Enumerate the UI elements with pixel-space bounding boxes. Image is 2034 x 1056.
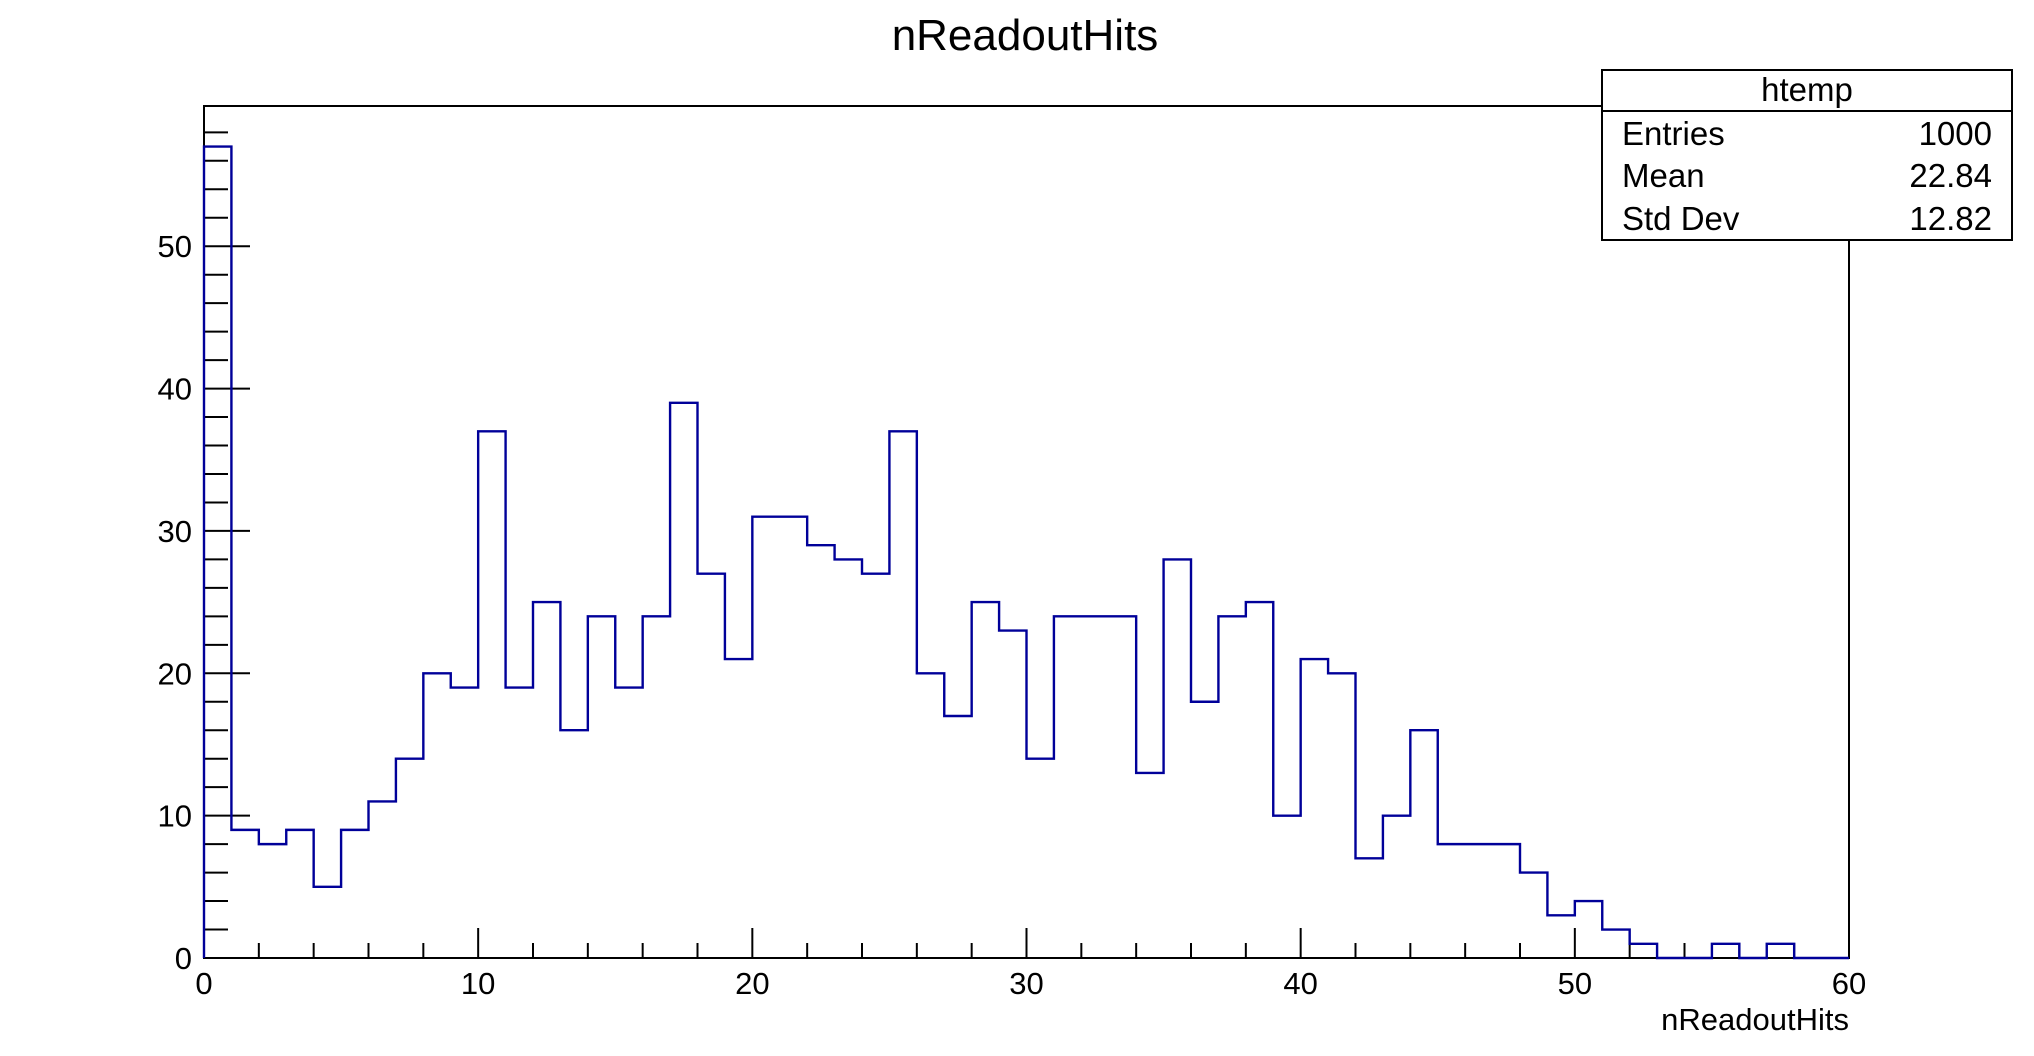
histogram-bin — [917, 673, 944, 958]
x-tick-label: 50 — [1558, 966, 1592, 1001]
histogram-bin — [560, 730, 587, 958]
histogram-bin — [1438, 844, 1465, 958]
stats-stddev-label: Std Dev — [1622, 200, 1740, 237]
histogram-bin — [670, 403, 697, 958]
x-tick-label: 60 — [1832, 966, 1866, 1001]
x-tick-label: 40 — [1283, 966, 1317, 1001]
histogram-bin — [231, 830, 258, 958]
stats-box-name: htemp — [1761, 71, 1853, 108]
x-axis-title: nReadoutHits — [1661, 1002, 1849, 1037]
histogram-bin — [1109, 616, 1136, 958]
histogram-bin — [862, 574, 889, 958]
histogram-bin — [999, 631, 1026, 958]
histogram-bin — [533, 602, 560, 958]
histogram-bin — [451, 688, 478, 958]
stats-box-frame — [1601, 69, 2013, 241]
histogram-bin — [588, 616, 615, 958]
histogram-bin — [1328, 673, 1355, 958]
histogram-bin — [478, 431, 505, 958]
y-tick-label: 40 — [158, 372, 192, 407]
histogram-bin — [698, 574, 725, 958]
x-tick-label: 30 — [1009, 966, 1043, 1001]
histogram-bin — [1191, 702, 1218, 958]
histogram-bin — [1465, 844, 1492, 958]
stats-mean-value: 22.84 — [1909, 157, 1992, 194]
histogram-bin — [204, 147, 231, 958]
histogram-bin — [1027, 759, 1054, 958]
y-tick-label: 0 — [175, 941, 192, 976]
histogram-bin — [889, 431, 916, 958]
histogram-bin — [423, 673, 450, 958]
stats-entries-value: 1000 — [1919, 115, 1992, 152]
histogram-bin — [1356, 858, 1383, 958]
y-axis: 0 10 20 30 40 50 — [158, 131, 250, 976]
histogram-bin — [286, 830, 313, 958]
histogram-bin — [615, 688, 642, 958]
histogram-bin — [835, 559, 862, 958]
x-axis: 0 10 20 30 40 50 60 — [195, 928, 1866, 1001]
histogram-bin — [1301, 659, 1328, 958]
histogram-bin — [1493, 844, 1520, 958]
histogram-bin — [506, 688, 533, 958]
histogram-bin — [1383, 816, 1410, 958]
histogram-bin — [396, 759, 423, 958]
x-tick-label: 0 — [195, 966, 212, 1001]
y-tick-label: 20 — [158, 656, 192, 691]
x-tick-label: 10 — [461, 966, 495, 1001]
histogram-bin — [1273, 816, 1300, 958]
histogram-bin — [752, 517, 779, 958]
stats-mean-label: Mean — [1622, 157, 1705, 194]
stats-box: htemp Entries 1000 Mean 22.84 Std Dev 12… — [1601, 69, 2013, 241]
histogram-bin — [1246, 602, 1273, 958]
histogram-outline — [202, 145, 1849, 960]
histogram-bin — [1602, 930, 1629, 958]
histogram-bin — [369, 801, 396, 958]
histogram-bin — [944, 716, 971, 958]
histogram-bin — [1630, 944, 1657, 958]
histogram-bin — [725, 659, 752, 958]
y-tick-label: 30 — [158, 514, 192, 549]
histogram-bin — [1712, 944, 1739, 958]
histogram-bin — [1164, 559, 1191, 958]
histogram-bin — [1575, 901, 1602, 958]
stats-entries-label: Entries — [1622, 115, 1725, 152]
histogram-bin — [259, 844, 286, 958]
histogram-bin — [341, 830, 368, 958]
y-tick-label: 50 — [158, 229, 192, 264]
histogram-bin — [1054, 616, 1081, 958]
histogram-bins — [204, 147, 1794, 958]
x-tick-label: 20 — [735, 966, 769, 1001]
histogram-bin — [1218, 616, 1245, 958]
histogram-bin — [1547, 915, 1574, 958]
histogram-bin — [314, 887, 341, 958]
stats-stddev-value: 12.82 — [1909, 200, 1992, 237]
histogram-bin — [1520, 873, 1547, 958]
histogram-bin — [780, 517, 807, 958]
histogram-bin — [1081, 616, 1108, 958]
histogram-bin — [1136, 773, 1163, 958]
histogram-bin — [1767, 944, 1794, 958]
histogram-bin — [1410, 730, 1437, 958]
chart-title: nReadoutHits — [892, 11, 1159, 60]
histogram-bin — [807, 545, 834, 958]
histogram-bin — [972, 602, 999, 958]
histogram-bin — [643, 616, 670, 958]
y-tick-label: 10 — [158, 799, 192, 834]
